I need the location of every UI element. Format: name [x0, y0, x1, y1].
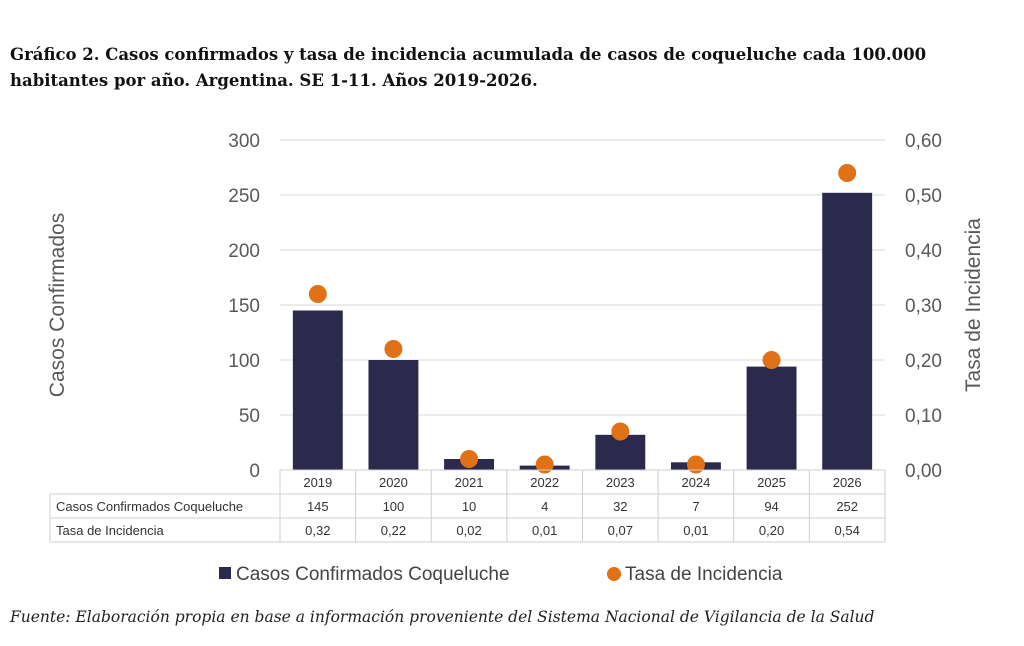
bar: [746, 366, 797, 470]
x-tick-label: 2026: [833, 475, 862, 490]
chart-title: Gráfico 2. Casos confirmados y tasa de i…: [10, 45, 927, 90]
legend: Casos Confirmados Coqueluche Tasa de Inci…: [219, 564, 783, 585]
dot: [762, 351, 781, 369]
y2-tick-label: 0,10: [905, 406, 942, 427]
y-tick-label: 150: [228, 296, 260, 317]
bar-series: [292, 192, 873, 471]
y2-tick-label: 0,30: [905, 296, 942, 317]
bar: [595, 434, 646, 470]
bar: [292, 310, 343, 470]
table-cell: 32: [613, 499, 627, 514]
table-cell: 0,01: [683, 523, 708, 538]
table-cell: 252: [836, 499, 858, 514]
x-tick-label: 2020: [379, 475, 408, 490]
bar: [368, 360, 419, 470]
x-tick-label: 2021: [455, 475, 484, 490]
dot-series: [308, 164, 857, 474]
x-tick-label: 2024: [681, 475, 710, 490]
y-tick-label: 250: [228, 186, 260, 207]
table-row-label: Tasa de Incidencia: [56, 523, 164, 538]
legend-swatch-dot: [607, 567, 621, 581]
dot: [384, 340, 403, 358]
table-cell: 4: [541, 499, 548, 514]
dot: [686, 455, 705, 474]
x-tick-label: 2019: [303, 475, 332, 490]
y2-tick-label: 0,60: [905, 131, 942, 152]
y-tick-label: 300: [228, 131, 260, 152]
y-axis-label: Casos Confirmados: [46, 213, 69, 397]
y2-tick-label: 0,00: [905, 461, 942, 482]
source-note: Fuente: Elaboración propia en base a inf…: [10, 608, 875, 626]
table-cell: 100: [383, 499, 405, 514]
table-cell: 7: [692, 499, 699, 514]
x-tick-label: 2025: [757, 475, 786, 490]
y2-tick-label: 0,50: [905, 186, 942, 207]
dot: [308, 285, 327, 303]
table-row-label: Casos Confirmados Coqueluche: [56, 499, 243, 514]
y2-axis-label: Tasa de Incidencia: [962, 218, 985, 392]
dot: [838, 164, 857, 182]
legend-label: Casos Confirmados Coqueluche: [236, 564, 510, 585]
table-cell: 0,32: [305, 523, 330, 538]
table-cell: 0,20: [759, 523, 784, 538]
dot: [611, 422, 630, 441]
y2-tick-label: 0,40: [905, 241, 942, 262]
table-cell: 145: [307, 499, 329, 514]
legend-label: Tasa de Incidencia: [625, 564, 783, 585]
table-cell: 0,02: [456, 523, 481, 538]
x-tick-label: 2022: [530, 475, 559, 490]
data-table: 2019 2020 2021 2022 2023 2024 2025 2026 Casos Co…: [49, 469, 886, 543]
y-axis-ticks: 0 50 100 150 200 250 300: [228, 131, 260, 482]
table-cell: 10: [462, 499, 476, 514]
table-cell: 0,22: [381, 523, 406, 538]
table-cell: 0,07: [608, 523, 633, 538]
y-tick-label: 200: [228, 241, 260, 262]
table-cell: 0,01: [532, 523, 557, 538]
y-tick-label: 50: [239, 406, 260, 427]
dot: [535, 455, 554, 474]
dot: [460, 450, 479, 468]
table-cell: 94: [764, 499, 778, 514]
y-tick-label: 0: [249, 461, 260, 482]
legend-swatch-bar: [219, 567, 231, 579]
y-tick-label: 100: [228, 351, 260, 372]
y2-tick-label: 0,20: [905, 351, 942, 372]
y2-axis-ticks: 0,00 0,10 0,20 0,30 0,40 0,50 0,60: [905, 131, 942, 482]
table-cell: 0,54: [835, 523, 860, 538]
x-tick-label: 2023: [606, 475, 635, 490]
bar: [822, 192, 873, 471]
